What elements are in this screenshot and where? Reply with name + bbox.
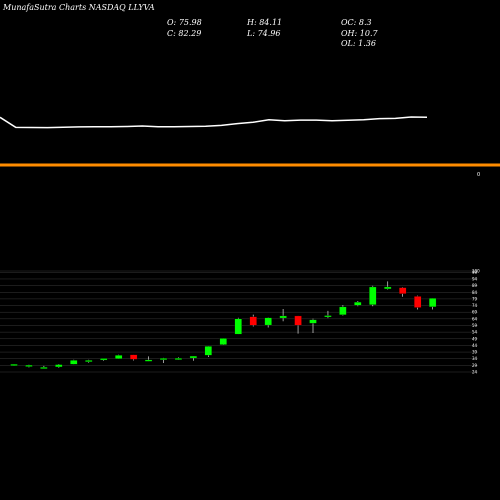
stat-oc: OC: 8.3 [341, 18, 372, 27]
stat-oh: OH: 10.7 [341, 29, 378, 38]
y-tick-label: 29 [472, 363, 478, 368]
stat-high: H: 84.11 [247, 18, 283, 27]
y-tick-label: 79 [472, 296, 478, 301]
y-tick-label: 69 [472, 310, 478, 315]
candle-up [70, 360, 78, 365]
y-tick-label: 49 [472, 336, 478, 341]
candle-up [264, 317, 272, 326]
y-tick-label: 100 [472, 269, 480, 274]
candle-up [279, 315, 287, 319]
candle-up [159, 358, 168, 360]
y-tick-label: 89 [472, 283, 478, 288]
candle-down [399, 287, 407, 294]
candle-up [55, 364, 63, 368]
y-tick-label: 24 [472, 370, 478, 375]
y-tick-label: 64 [472, 316, 478, 321]
stat-open: O: 75.98 [167, 18, 202, 27]
y-tick-label: 59 [472, 323, 478, 328]
y-tick-label: 99 [472, 270, 478, 275]
stat-ol: OL: 1.36 [341, 39, 376, 48]
chart-header-title: MunafaSutra Charts NASDAQ LLYVA [3, 3, 155, 12]
candle-up [309, 319, 317, 324]
stat-close: C: 82.29 [167, 29, 202, 38]
candle-up [189, 355, 198, 359]
candle-down [413, 296, 422, 308]
candle-up [339, 306, 347, 316]
candle-up [219, 338, 227, 345]
y-tick-label: 44 [472, 343, 478, 348]
candle-up [40, 367, 48, 369]
y-tick-label: 34 [472, 356, 478, 361]
candle-up [85, 360, 93, 362]
candles [10, 281, 437, 369]
candle-up [354, 301, 362, 306]
y-tick-label: 74 [472, 303, 478, 308]
line-series [0, 116, 428, 129]
candle-up [369, 286, 377, 305]
candle-down [249, 316, 257, 326]
y-tick-label: 39 [472, 350, 478, 355]
candle-up [428, 298, 437, 308]
price-grid [0, 270, 478, 373]
volume-axis-label: 0 [477, 172, 480, 178]
line-series-path [0, 116, 428, 129]
candle-up [234, 318, 242, 335]
candle-up [115, 355, 123, 359]
y-tick-label: 84 [472, 290, 478, 295]
candle-up [384, 286, 392, 290]
candle-up [144, 359, 153, 362]
candle-up [10, 364, 18, 366]
candle-up [174, 358, 183, 360]
candle-up [25, 364, 33, 367]
y-tick-label: 54 [472, 330, 478, 335]
candle-up [100, 358, 108, 361]
candle-down [294, 315, 302, 326]
candle-up [204, 346, 213, 356]
candle-down [129, 354, 138, 360]
candle-up [324, 315, 332, 318]
y-tick-label: 94 [472, 276, 478, 281]
stat-low: L: 74.96 [247, 29, 281, 38]
